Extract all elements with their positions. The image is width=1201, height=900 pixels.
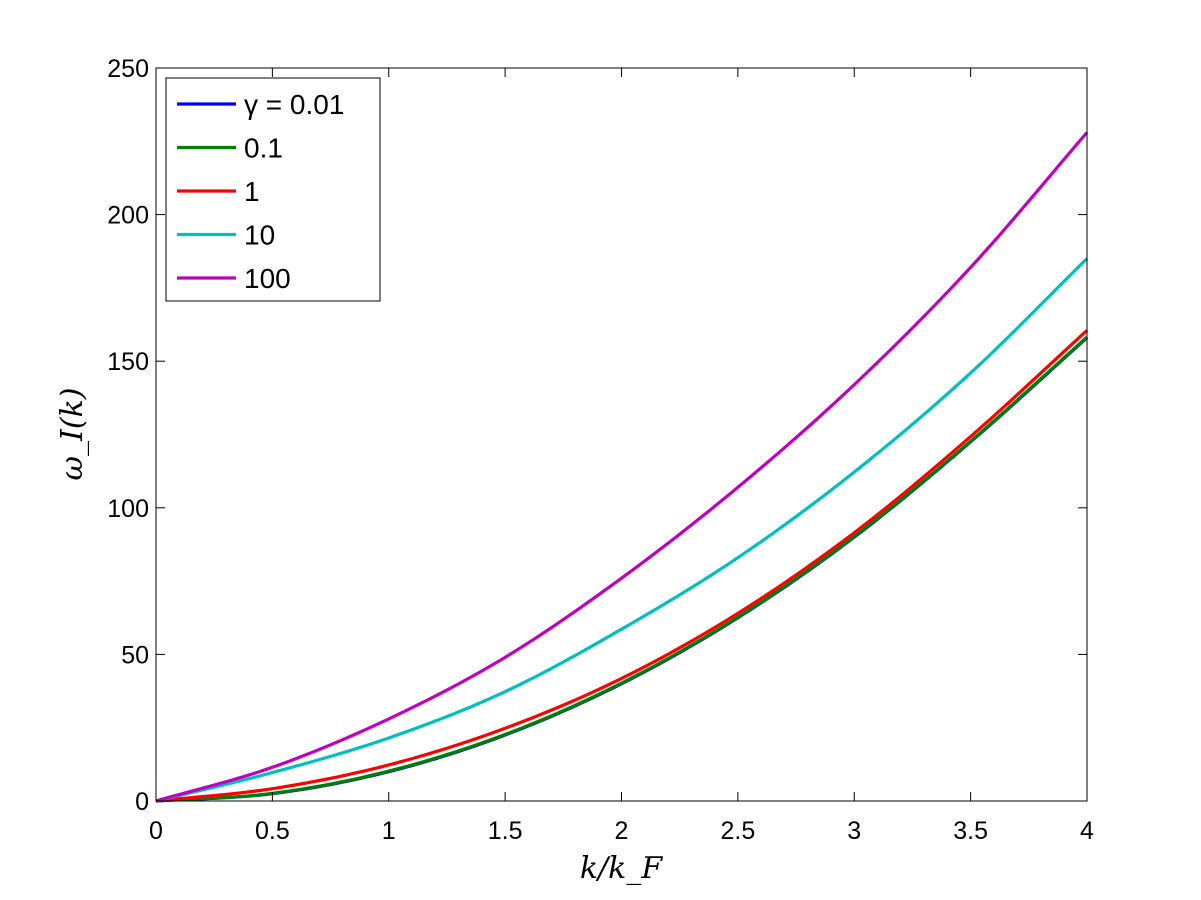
y-tick-label: 150 <box>107 348 149 376</box>
series-line-2 <box>155 329 1089 803</box>
legend-entry-4: 100 <box>244 263 291 294</box>
series-line-0 <box>155 336 1089 803</box>
x-tick-label: 0 <box>149 817 163 845</box>
legend-entry-1: 0.1 <box>244 133 283 164</box>
x-tick-labels: 0 0.5 1 1.5 2 2.5 3 3.5 4 <box>149 817 1094 845</box>
x-tick-label: 2 <box>615 817 629 845</box>
x-tick-label: 2.5 <box>720 817 755 845</box>
y-axis-label: ω_I(k) <box>55 388 90 481</box>
y-tick-label: 0 <box>135 788 149 816</box>
axis-ticks <box>155 67 1088 802</box>
series-lines <box>155 131 1089 803</box>
legend-entry-3: 10 <box>244 220 275 251</box>
legend-entry-0: γ = 0.01 <box>244 89 344 120</box>
x-tick-label: 3 <box>847 817 861 845</box>
y-tick-label: 50 <box>121 641 149 669</box>
x-tick-label: 4 <box>1080 817 1094 845</box>
series-line-1 <box>155 335 1089 803</box>
x-tick-label: 1 <box>382 817 396 845</box>
legend: γ = 0.01 0.1 1 10 100 <box>165 77 381 302</box>
series-line-4 <box>155 131 1089 803</box>
y-tick-labels: 0 50 100 150 200 250 <box>107 55 149 816</box>
y-tick-label: 250 <box>107 55 149 83</box>
x-tick-label: 3.5 <box>953 817 988 845</box>
x-tick-label: 1.5 <box>488 817 523 845</box>
y-tick-label: 200 <box>107 202 149 230</box>
x-tick-label: 0.5 <box>255 817 290 845</box>
series-line-3 <box>155 257 1089 803</box>
legend-entry-2: 1 <box>244 176 260 207</box>
y-tick-label: 100 <box>107 495 149 523</box>
x-axis-label: k/k_F <box>580 851 663 886</box>
